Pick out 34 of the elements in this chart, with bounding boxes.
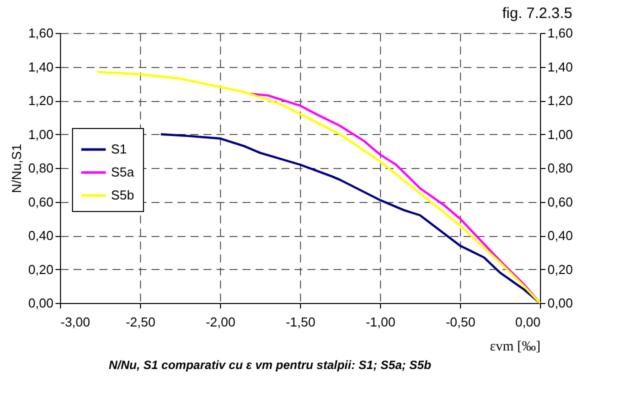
text: N/Nu, S1 comparativ cu ε vm pentru stalpii: S1; S5a; S5b bbox=[108, 358, 432, 372]
x-axis-title: εvm [‰] bbox=[490, 340, 540, 354]
y-tick-label: 1,40 bbox=[28, 59, 54, 74]
y2-tick-label: 0,80 bbox=[548, 160, 573, 176]
legend-label: S5a bbox=[111, 164, 135, 180]
y2-tick-label: 0,20 bbox=[548, 262, 573, 277]
line-series bbox=[96, 70, 542, 304]
y-tick-label: 0,60 bbox=[28, 194, 54, 210]
x-tick-label: -2,00 bbox=[206, 314, 236, 330]
x-tick-label: -1,00 bbox=[366, 314, 396, 330]
legend-label: S1 bbox=[111, 142, 127, 156]
chart-title: fig. 7.2.3.5 bbox=[502, 5, 572, 22]
y2-tick-label: 0,00 bbox=[548, 296, 573, 310]
y-tick-label: 0,80 bbox=[28, 160, 54, 176]
y2-tick-label: 0,40 bbox=[548, 228, 573, 243]
y-axis-title: N/Nu,S1 bbox=[9, 144, 24, 194]
y-tick-label: 1,00 bbox=[28, 126, 54, 142]
x-tick-label: -0,50 bbox=[446, 314, 476, 330]
y-tick-label: 0,40 bbox=[28, 228, 54, 243]
y2-tick-label: 0,60 bbox=[548, 194, 573, 210]
legend-label: S5b bbox=[111, 188, 134, 202]
x-tick-label: 0,00 bbox=[515, 314, 540, 330]
y2-tick-label: 1,00 bbox=[548, 126, 573, 142]
y-tick-label: 0,20 bbox=[28, 262, 54, 277]
y-tick-label: 1,60 bbox=[28, 26, 54, 40]
x-tick-label: -1,50 bbox=[286, 314, 316, 330]
y2-tick-label: 1,60 bbox=[548, 26, 573, 40]
y-tick-label: 0,00 bbox=[28, 296, 54, 310]
y2-tick-label: 1,20 bbox=[548, 93, 573, 108]
x-tick-label: -2,50 bbox=[126, 314, 156, 330]
y2-tick-label: 1,40 bbox=[548, 59, 573, 74]
y-tick-label: 1,20 bbox=[28, 93, 54, 108]
x-tick-label: -3,00 bbox=[60, 314, 90, 330]
line-series bbox=[160, 133, 542, 304]
